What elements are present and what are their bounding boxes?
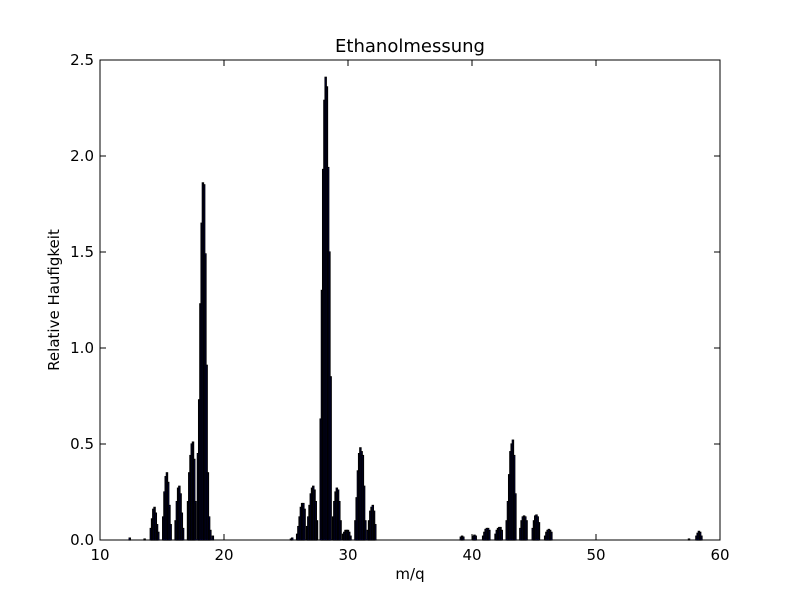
x-tick-label: 50: [586, 546, 605, 564]
y-tick-label: 1.5: [70, 243, 94, 261]
y-tick-label: 1.0: [70, 339, 94, 357]
bar: [157, 531, 160, 541]
x-axis: 10 20 30 40 50 60: [90, 60, 730, 564]
y-tick-label: 0.0: [70, 531, 94, 549]
chart-title: Ethanolmessung: [335, 36, 485, 57]
y-tick-label: 2.5: [70, 51, 94, 69]
bar: [537, 522, 541, 541]
x-tick-label: 30: [338, 546, 357, 564]
bar: [700, 535, 703, 541]
bar: [315, 520, 319, 541]
bar: [364, 520, 367, 541]
bars-group: [128, 76, 703, 541]
bar: [500, 529, 503, 541]
bar: [181, 527, 185, 541]
bar: [550, 531, 553, 541]
y-axis-label: Relative Haufigkeit: [45, 229, 63, 371]
y-tick-label: 0.5: [70, 435, 94, 453]
bar: [488, 529, 491, 541]
bar: [329, 376, 332, 541]
plot-frame: [99, 59, 721, 541]
bar: [374, 524, 377, 541]
bar: [303, 508, 306, 541]
y-axis: 0.0 0.5 1.0 1.5 2.0 2.5: [70, 51, 720, 549]
x-tick-label: 40: [462, 546, 481, 564]
x-tick-label: 60: [710, 546, 729, 564]
bar: [209, 529, 212, 541]
bar: [339, 520, 342, 541]
x-axis-label: m/q: [395, 565, 424, 583]
y-tick-label: 2.0: [70, 147, 94, 165]
bar: [474, 535, 477, 541]
bar: [525, 520, 528, 541]
bar: [514, 493, 517, 541]
bar: [349, 535, 352, 541]
bar: [194, 501, 197, 541]
bar: [211, 535, 215, 541]
x-tick-label: 10: [90, 546, 109, 564]
x-tick-label: 20: [214, 546, 233, 564]
bar: [169, 524, 172, 541]
